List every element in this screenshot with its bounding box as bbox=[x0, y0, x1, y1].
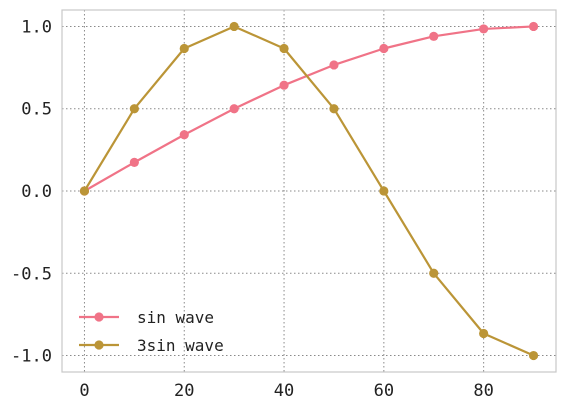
data-point bbox=[179, 130, 189, 140]
x-tick-label: 40 bbox=[274, 381, 294, 401]
series-line bbox=[83, 25, 534, 192]
data-point bbox=[528, 350, 539, 361]
y-axis-ticks: -1.0 -0.5 0.0 0.5 1.0 bbox=[11, 17, 52, 366]
series-line bbox=[83, 25, 534, 357]
y-tick-label: -0.5 bbox=[11, 264, 52, 284]
y-tick-label: -1.0 bbox=[11, 347, 52, 367]
series-1 bbox=[79, 21, 539, 196]
data-point bbox=[329, 104, 339, 114]
legend-label: 3sin wave bbox=[137, 336, 224, 355]
legend-item: sin wave bbox=[79, 308, 214, 327]
x-tick-label: 20 bbox=[174, 381, 194, 401]
data-point bbox=[429, 31, 439, 41]
series-group bbox=[79, 21, 539, 361]
x-axis-ticks: 0 20 40 60 80 bbox=[79, 381, 494, 401]
legend-item: 3sin wave bbox=[79, 336, 224, 355]
data-point bbox=[479, 328, 489, 339]
data-point bbox=[279, 80, 289, 90]
series-2 bbox=[79, 21, 539, 361]
data-point bbox=[528, 21, 539, 32]
data-point bbox=[329, 60, 339, 70]
data-point bbox=[179, 43, 189, 54]
y-tick-label: 0.0 bbox=[21, 182, 52, 202]
x-tick-label: 60 bbox=[374, 381, 394, 401]
data-point bbox=[229, 21, 239, 32]
data-point bbox=[479, 24, 489, 34]
legend-label: sin wave bbox=[137, 308, 214, 327]
legend: sin wave 3sin wave bbox=[79, 308, 224, 355]
y-tick-label: 1.0 bbox=[21, 17, 52, 37]
data-point bbox=[129, 157, 139, 167]
data-point bbox=[279, 43, 289, 54]
data-point bbox=[129, 104, 139, 114]
legend-marker bbox=[94, 340, 104, 350]
data-point bbox=[79, 186, 90, 196]
y-tick-label: 0.5 bbox=[21, 100, 52, 120]
data-point bbox=[379, 186, 389, 196]
x-tick-label: 80 bbox=[473, 381, 493, 401]
plot-frame bbox=[61, 9, 557, 373]
legend-marker bbox=[94, 312, 104, 322]
data-point bbox=[229, 104, 239, 114]
x-tick-label: 0 bbox=[79, 381, 89, 401]
data-point bbox=[379, 43, 389, 54]
data-point bbox=[429, 268, 439, 278]
